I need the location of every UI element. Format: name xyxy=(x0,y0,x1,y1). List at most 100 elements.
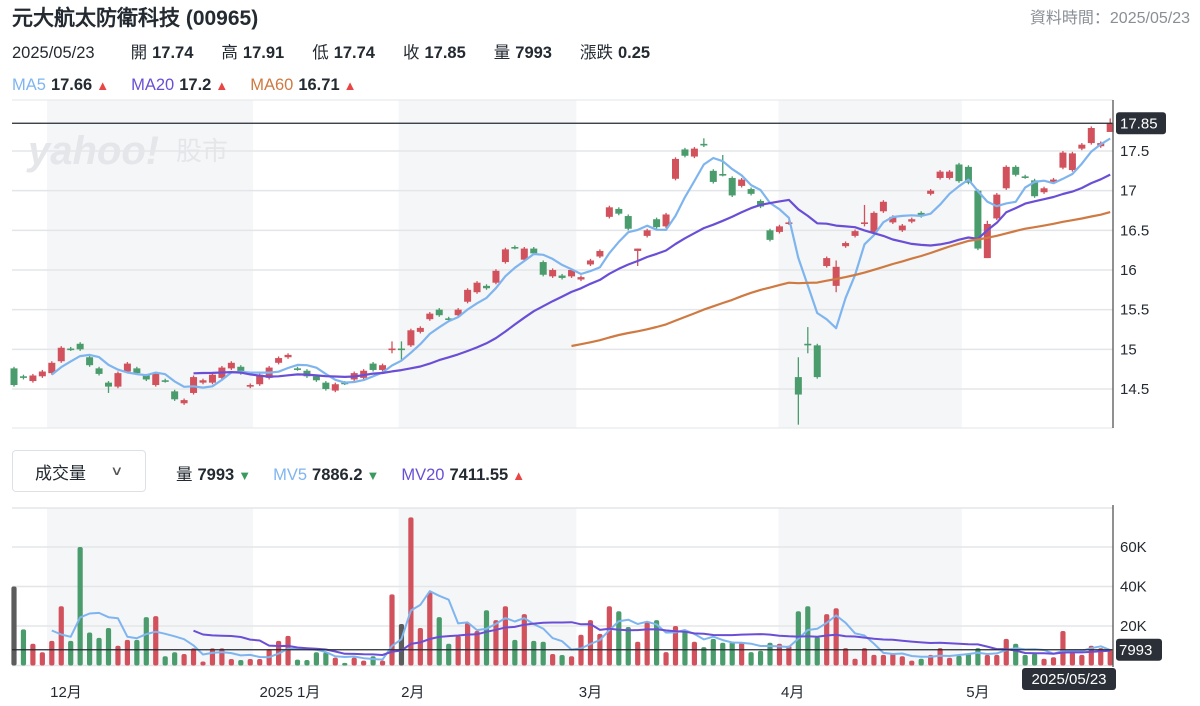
candle-body xyxy=(549,269,557,277)
mv20-value: 7411.55 xyxy=(449,466,509,484)
volume-bar xyxy=(956,655,962,666)
volume-bar xyxy=(124,639,130,666)
volume-bar xyxy=(512,639,518,666)
month-band xyxy=(778,100,962,428)
high-value: 17.91 xyxy=(242,44,285,62)
volume-tick-label: 20K xyxy=(1120,618,1147,635)
mv20-line xyxy=(193,621,1111,656)
candle-body xyxy=(823,258,831,267)
volume-bar xyxy=(654,620,660,666)
candle-body xyxy=(416,327,424,332)
month-label: 2月 xyxy=(401,684,424,701)
volume-tick-label: 60K xyxy=(1120,539,1147,556)
candle-body xyxy=(105,382,112,387)
candle-body xyxy=(842,243,850,247)
candle-body xyxy=(407,330,415,346)
candle-body xyxy=(596,250,604,257)
volume-bar xyxy=(975,648,981,666)
indicator-select[interactable]: 成交量 ∨ xyxy=(12,450,146,492)
price-tick-label: 17 xyxy=(1120,183,1137,200)
candle-body xyxy=(813,345,821,378)
volume-bar xyxy=(455,635,461,666)
volume-bar xyxy=(644,622,650,666)
volume-bar xyxy=(984,654,990,666)
volume-bar xyxy=(181,654,187,666)
volume-bar xyxy=(946,657,953,666)
candle-body xyxy=(86,357,94,366)
candle-body xyxy=(275,358,283,363)
candle-body xyxy=(653,219,661,228)
change-value: 0.25 xyxy=(618,44,651,62)
candle-body xyxy=(511,246,519,249)
volume-bar xyxy=(162,656,168,666)
volume-bar xyxy=(172,652,178,666)
volume-bar xyxy=(550,654,556,666)
up-triangle-icon: ▲ xyxy=(512,468,526,483)
candle-body xyxy=(794,377,802,395)
candle-body xyxy=(700,143,708,146)
volume-bar xyxy=(370,656,376,666)
candle-body xyxy=(445,318,453,320)
last-volume-tag xyxy=(1116,638,1162,661)
volume-bar xyxy=(635,641,641,666)
candle-body xyxy=(974,190,982,249)
volume-bar xyxy=(257,658,263,666)
volume-bar xyxy=(408,517,414,666)
volume-bar xyxy=(1060,630,1066,666)
volume-label: 量 xyxy=(493,44,511,62)
volume-bar xyxy=(436,617,442,666)
candle-body xyxy=(757,200,765,207)
ma60-value: 16.71 xyxy=(298,76,340,94)
candle-body xyxy=(1059,152,1067,168)
volume-bar xyxy=(1022,654,1028,666)
candle-body xyxy=(331,384,339,391)
volume-bar xyxy=(153,616,159,666)
volume-bar xyxy=(710,638,716,666)
candle-body xyxy=(57,347,65,362)
vol-label: 量 xyxy=(176,466,193,484)
candle-body xyxy=(95,368,103,374)
volume-bar xyxy=(20,629,27,666)
volume-bar xyxy=(332,657,338,666)
candle-body xyxy=(426,313,434,320)
volume-bar xyxy=(134,639,140,666)
volume-bar xyxy=(465,622,471,666)
volume-bar xyxy=(1098,648,1104,666)
candle-body xyxy=(775,226,783,232)
price-tick-label: 15 xyxy=(1120,341,1137,358)
mv5-label: MV5 xyxy=(273,466,308,484)
month-label: 12月 xyxy=(50,684,82,701)
candle-body xyxy=(369,363,377,370)
candle-body xyxy=(1050,179,1057,182)
candle-body xyxy=(662,214,670,227)
candle-body xyxy=(804,343,812,346)
volume-bar xyxy=(909,660,915,666)
ohlc-date: 2025/05/23 xyxy=(12,44,95,62)
close-value: 17.85 xyxy=(424,44,466,62)
candle-body xyxy=(643,230,651,236)
ma20-value: 17.2 xyxy=(179,76,212,94)
volume-bar xyxy=(729,641,735,666)
volume-bar xyxy=(1050,657,1057,666)
volume-bar xyxy=(890,653,896,666)
volume-bar xyxy=(190,648,197,666)
price-chart[interactable]: 14.5 15 15.5 16 16.5 17 17.5 yahoo! 股市 17.85 xyxy=(0,99,1200,435)
candle-body xyxy=(577,277,585,280)
volume-bar xyxy=(502,606,508,666)
candle-body xyxy=(464,289,472,302)
candle-body xyxy=(539,262,547,275)
up-triangle-icon: ▲ xyxy=(215,78,229,93)
candle-body xyxy=(388,348,396,351)
candle-body xyxy=(322,382,330,389)
volume-bar xyxy=(682,629,688,666)
volume-bar xyxy=(965,653,972,666)
candle-body xyxy=(690,148,698,157)
volume-chart[interactable]: 20K 40K 60K 7993 12月 2025 1月 2月 3月 4月 5月 2025/05/2… xyxy=(0,505,1200,706)
candle-body xyxy=(879,201,887,212)
volume-bar xyxy=(228,658,234,666)
candle-body xyxy=(530,248,538,254)
volume-bar xyxy=(824,614,830,666)
candle-body xyxy=(1040,188,1048,193)
volume-legend: 量 7993 ▼ MV5 7886.2 ▼ MV20 7411.55 ▲ xyxy=(176,461,547,485)
candle-body xyxy=(161,380,169,382)
